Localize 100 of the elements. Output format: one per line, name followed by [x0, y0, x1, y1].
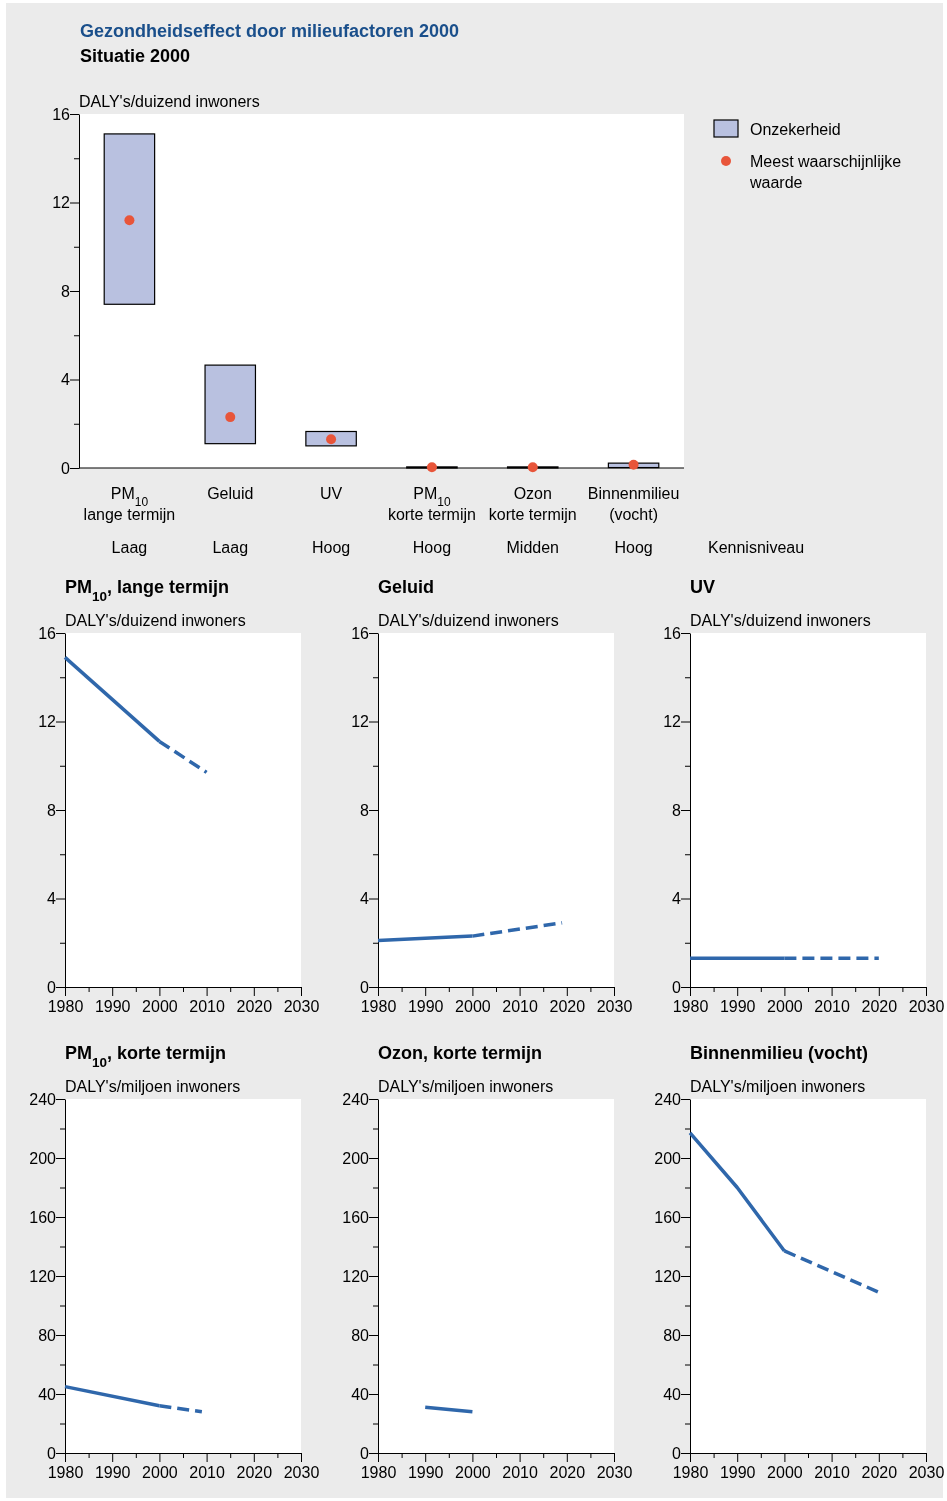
y-tick-label: 0 [61, 459, 71, 477]
x-tick-label: 2030 [283, 998, 320, 1015]
y-tick-label: 0 [672, 1444, 682, 1462]
y-tick-label: 4 [672, 890, 682, 908]
y-tick-label: 0 [360, 1444, 370, 1462]
x-tick-label: 2000 [142, 1464, 178, 1481]
y-tick-label: 160 [654, 1208, 682, 1226]
y-axis-title: DALY's/duizend inwoners [690, 612, 871, 629]
x-tick-label: Geluid [207, 485, 254, 502]
x-tick-label: 1990 [94, 1464, 131, 1481]
x-tick-label: 1980 [672, 998, 709, 1015]
x-tick-label: 2030 [908, 998, 945, 1015]
text: Hoog [412, 539, 452, 556]
x-tick-label: 2030 [596, 1464, 633, 1481]
text: Hoog [614, 539, 653, 556]
x-tick-label: PM$_{10}$ korte termijn [387, 485, 476, 523]
y-tick-label: 4 [61, 371, 71, 389]
text: Laag [212, 539, 249, 556]
x-tick-label: 1980 [360, 1464, 397, 1481]
y-tick-label: 4 [360, 890, 370, 908]
x-tick-label: 1990 [94, 998, 131, 1015]
y-tick-label: 0 [47, 1444, 57, 1462]
x-tick-label: 2020 [549, 1464, 586, 1481]
x-tick-label: 2000 [455, 998, 491, 1015]
y-tick-label: 16 [38, 624, 57, 642]
y-tick-label: 120 [342, 1267, 370, 1285]
chart-subtitle: Situatie 2000 [80, 46, 191, 66]
x-tick-label: 2000 [767, 998, 803, 1015]
y-tick-label: 240 [29, 1090, 57, 1108]
y-tick-label: 160 [29, 1208, 57, 1226]
x-tick-label: UV [319, 485, 343, 502]
x-tick-label: Binnenmilieu (vocht) [587, 485, 680, 523]
y-tick-label: 8 [61, 282, 71, 300]
x-tick-label: 2010 [814, 1464, 850, 1481]
x-tick-label: PM$_{10}$ lange termijn [83, 485, 176, 523]
x-tick-label: 2020 [549, 998, 586, 1015]
y-tick-label: 0 [672, 978, 682, 996]
y-axis-title: DALY's/duizend inwoners [378, 612, 559, 629]
chart-title: UV [690, 577, 716, 597]
y-tick-label: 16 [52, 105, 71, 123]
y-tick-label: 16 [351, 624, 370, 642]
chart-title: Binnenmilieu (vocht) [690, 1043, 869, 1063]
x-tick-label: 1980 [672, 1464, 709, 1481]
y-tick-label: 0 [47, 978, 57, 996]
y-axis-title: DALY's/duizend inwoners [65, 612, 246, 629]
text: Laag [111, 539, 148, 556]
x-tick-label: 1980 [360, 998, 397, 1015]
text: Kennisniveau [708, 539, 805, 556]
legend-label: Meest waarschijnlijke waarde [749, 153, 902, 191]
y-tick-label: 200 [654, 1149, 682, 1167]
y-tick-label: 240 [342, 1090, 370, 1108]
y-tick-label: 120 [29, 1267, 57, 1285]
x-tick-label: 2010 [189, 1464, 225, 1481]
y-tick-label: 8 [360, 801, 370, 819]
x-tick-label: Ozon korte termijn [488, 485, 577, 523]
legend-label: Onzekerheid [750, 121, 841, 138]
x-tick-label: 2000 [767, 1464, 803, 1481]
chart-title: PM$_{10}$, lange termijn [65, 577, 230, 604]
y-tick-label: 16 [663, 624, 682, 642]
y-tick-label: 40 [351, 1385, 370, 1403]
text: Midden [506, 539, 559, 556]
y-tick-label: 200 [29, 1149, 57, 1167]
x-tick-label: 1990 [719, 998, 756, 1015]
y-tick-label: 80 [38, 1326, 57, 1344]
x-tick-label: 2020 [861, 998, 898, 1015]
y-tick-label: 40 [663, 1385, 682, 1403]
chart-title: PM$_{10}$, korte termijn [65, 1043, 227, 1070]
x-tick-label: 1990 [407, 998, 444, 1015]
x-tick-label: 1990 [719, 1464, 756, 1481]
x-tick-label: 2030 [596, 998, 633, 1015]
y-tick-label: 8 [672, 801, 682, 819]
y-axis-title: DALY's/miljoen inwoners [690, 1078, 866, 1095]
y-tick-label: 80 [351, 1326, 370, 1344]
y-tick-label: 12 [38, 713, 57, 731]
x-tick-label: 2030 [283, 1464, 320, 1481]
x-tick-label: 2010 [502, 998, 538, 1015]
y-axis-title: DALY's/miljoen inwoners [65, 1078, 241, 1095]
x-tick-label: 1980 [47, 998, 84, 1015]
y-tick-label: 12 [52, 194, 71, 212]
x-tick-label: 2030 [908, 1464, 945, 1481]
y-tick-label: 80 [663, 1326, 682, 1344]
y-tick-label: 12 [663, 713, 682, 731]
x-tick-label: 1980 [47, 1464, 84, 1481]
y-axis-title: DALY's/duizend inwoners [79, 93, 260, 110]
y-tick-label: 4 [47, 890, 57, 908]
y-tick-label: 40 [38, 1385, 57, 1403]
x-tick-label: 2010 [814, 998, 850, 1015]
y-tick-label: 0 [360, 978, 370, 996]
y-tick-label: 240 [654, 1090, 682, 1108]
y-tick-label: 160 [342, 1208, 370, 1226]
text: Hoog [311, 539, 351, 556]
x-tick-label: 2020 [861, 1464, 898, 1481]
chart-title: Geluid [378, 577, 435, 597]
x-tick-label: 1990 [407, 1464, 444, 1481]
y-tick-label: 8 [47, 801, 57, 819]
x-tick-label: 2000 [455, 1464, 491, 1481]
chart-title: Ozon, korte termijn [378, 1043, 543, 1063]
chart-title: Gezondheidseffect door milieufactoren 2000 [80, 21, 460, 41]
x-tick-label: 2000 [142, 998, 178, 1015]
x-tick-label: 2010 [189, 998, 225, 1015]
